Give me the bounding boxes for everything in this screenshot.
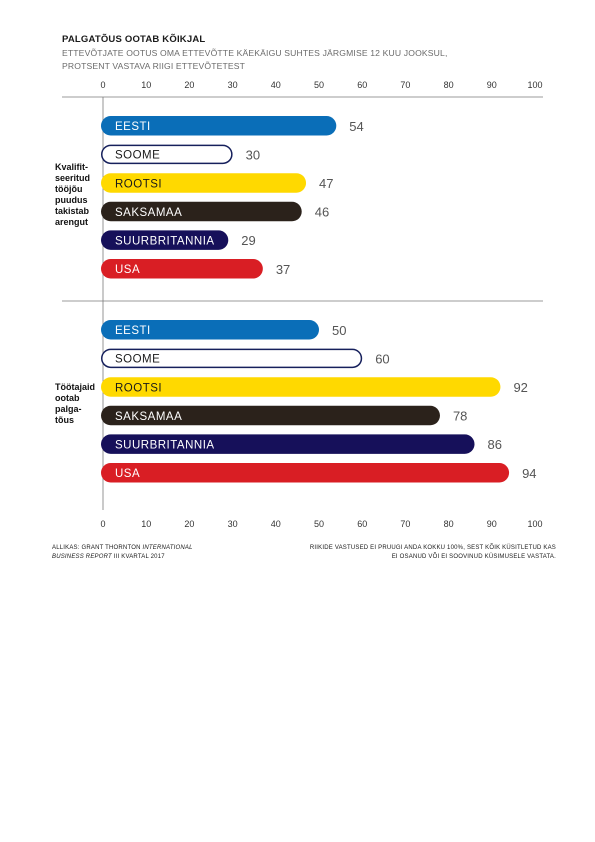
bar [101, 230, 229, 250]
bar [101, 377, 501, 397]
bar [101, 434, 475, 454]
source-line: ALLIKAS: GRANT THORNTON INTERNATIONAL [52, 544, 193, 553]
footnote: RIIKIDE VASTUSED EI PRUUGI ANDA KOKKU 10… [310, 544, 556, 561]
footnote-line: RIIKIDE VASTUSED EI PRUUGI ANDA KOKKU 10… [309, 545, 556, 551]
group-label-line: seeritud [55, 173, 90, 183]
x-tick-label-top: 80 [444, 80, 454, 90]
bar-value-label: 78 [453, 409, 467, 424]
group-label-line: arengut [55, 217, 88, 227]
x-tick-label-bottom: 80 [444, 519, 454, 529]
x-tick-label-top: 20 [184, 80, 194, 90]
bar-value-label: 30 [246, 147, 260, 162]
x-tick-label-top: 70 [400, 80, 410, 90]
x-tick-label-top: 100 [527, 80, 542, 90]
bar-country-label: ROOTSI [115, 178, 162, 190]
x-tick-label-bottom: 70 [400, 519, 410, 529]
source-period: III KVARTAL 2017 [113, 553, 165, 560]
bar-country-label: SUURBRITANNIA [115, 439, 215, 451]
x-tick-label-top: 50 [314, 80, 324, 90]
bar-value-label: 47 [319, 176, 333, 191]
source-prefix: ALLIKAS: GRANT THORNTON [52, 545, 141, 551]
x-tick-label-top: 90 [487, 80, 497, 90]
bar-value-label: 54 [349, 119, 363, 134]
bar [101, 173, 307, 193]
x-tick-label-bottom: 0 [100, 519, 105, 529]
x-tick-label-bottom: 40 [271, 519, 281, 529]
x-tick-label-bottom: 10 [141, 519, 151, 529]
bar-value-label: 37 [276, 262, 290, 277]
bar [101, 259, 263, 279]
bar [101, 144, 233, 165]
source-publication: INTERNATIONAL [142, 545, 193, 551]
x-tick-label-top: 10 [141, 80, 151, 90]
bar-country-label: SUURBRITANNIA [115, 235, 215, 247]
bar-value-label: 92 [513, 380, 527, 395]
bar-value-label: 46 [315, 205, 329, 220]
group-label-line: tõus [55, 415, 74, 425]
x-tick-label-bottom: 20 [184, 519, 194, 529]
x-tick-label-bottom: 60 [357, 519, 367, 529]
x-tick-label-top: 40 [271, 80, 281, 90]
source-note: ALLIKAS: GRANT THORNTON INTERNATIONAL BU… [52, 544, 193, 561]
bar-country-label: EESTI [115, 325, 151, 337]
x-tick-label-top: 60 [357, 80, 367, 90]
bar-value-label: 50 [332, 323, 346, 338]
x-tick-label-bottom: 50 [314, 519, 324, 529]
bar-country-label: USA [115, 468, 140, 480]
bar [101, 348, 363, 369]
chart-subtitle-line: ETTEVÕTJATE OOTUS OMA ETTEVÕTTE KÄEKÄIGU… [62, 48, 448, 58]
chart-subtitle-line: PROTSENT VASTAVA RIIGI ETTEVÕTETEST [62, 60, 246, 71]
group-label-line: ootab [55, 393, 80, 403]
group-label-line: tööjõu [55, 184, 83, 194]
bar [101, 201, 302, 222]
bar-country-label: EESTI [115, 121, 151, 133]
x-tick-label-bottom: 90 [487, 519, 497, 529]
group-label-line: Töötajaid [55, 382, 95, 392]
x-tick-label-top: 0 [100, 80, 105, 90]
bar-value-label: 60 [375, 351, 389, 366]
bar-chart: 0 0 10 10 20 20 30 30 40 40 50 50 60 60 70 70 80 80 90 90 10… [55, 80, 543, 529]
x-tick-label-bottom: 100 [527, 519, 542, 529]
bar [101, 116, 337, 136]
bar-value-label: 29 [241, 233, 255, 248]
source-publication: BUSINESS REPORT [52, 553, 112, 560]
x-tick-label-top: 30 [228, 80, 238, 90]
chart-subtitle: ETTEVÕTJATE OOTUS OMA ETTEVÕTTE KÄEKÄIGU… [62, 47, 448, 72]
x-tick-label-bottom: 30 [228, 519, 238, 529]
bar-value-label: 86 [488, 437, 502, 452]
group-label-line: palga- [55, 404, 82, 414]
footnote-line: EI OSANUD VÕI EI SOOVINUD KÜSIMUSELE VAS… [391, 553, 556, 560]
bar [101, 463, 510, 483]
bar-country-label: SOOME [115, 354, 160, 366]
bar-country-label: ROOTSI [115, 382, 162, 394]
chart-title: PALGATÕUS OOTAB KÕIKJAL [62, 34, 206, 45]
bar [101, 320, 319, 340]
bar-country-label: USA [115, 264, 140, 276]
group-label-line: Kvalifit- [55, 162, 88, 172]
bar-country-label: SAKSAMAA [115, 207, 182, 219]
bar [101, 405, 440, 426]
bar-country-label: SOOME [115, 150, 160, 162]
source-line: BUSINESS REPORT III KVARTAL 2017 [52, 553, 193, 562]
bar-country-label: SAKSAMAA [115, 411, 182, 423]
group-label-line: puudus [55, 195, 88, 205]
bar-value-label: 94 [522, 466, 536, 481]
group-label-line: takistab [55, 206, 90, 216]
